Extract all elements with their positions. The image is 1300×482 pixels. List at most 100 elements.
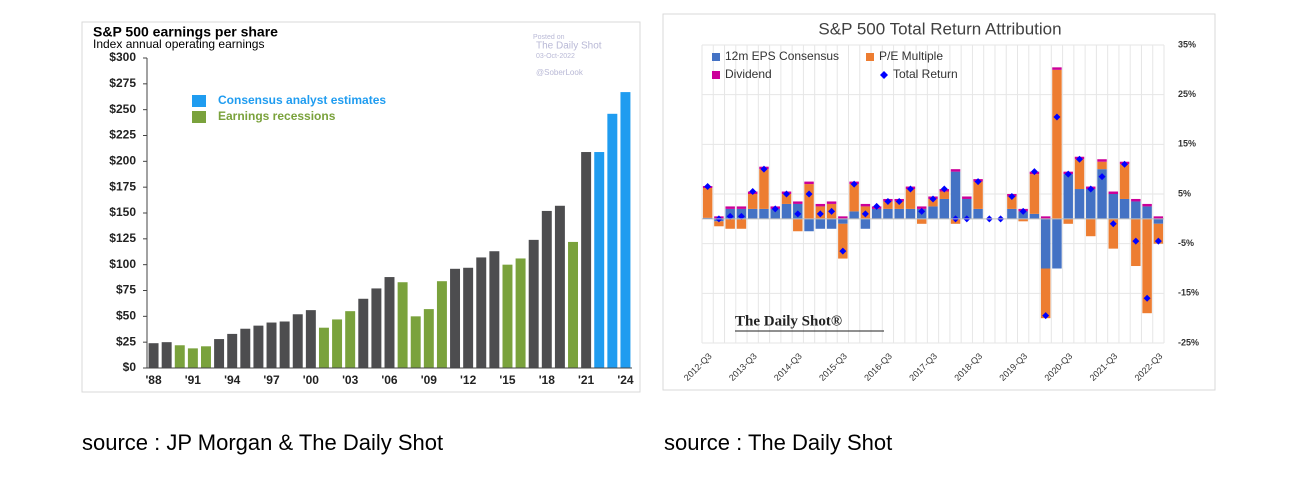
y-tick-label: 15% [1178,139,1196,149]
bar [384,277,395,368]
bar-segment [1097,159,1107,162]
bar-segment [838,216,848,219]
bar-segment [1153,216,1164,219]
y-tick-label: -25% [1178,337,1199,347]
bar [502,264,513,368]
bar [476,257,487,368]
bar-segment [1086,218,1096,237]
bar [423,309,434,368]
bar-segment [838,218,848,224]
chart-title: S&P 500 Total Return Attribution [818,19,1061,38]
bar-segment [1097,161,1107,170]
bar-segment [1074,159,1085,190]
bar-segment [1052,69,1062,219]
bar-segment [793,201,803,204]
bar-segment [838,223,848,259]
bar [371,288,382,368]
bar-segment [1153,218,1164,224]
y-tick-label: $50 [116,309,136,323]
bar [410,316,421,368]
bar-segment [826,218,837,229]
bar [292,314,303,368]
y-tick-label: $125 [109,231,136,245]
bar-segment [1142,206,1152,219]
bar-segment [1063,218,1073,224]
legend-swatch [192,95,206,107]
x-tick-label: '00 [303,373,320,387]
bar-segment [973,181,983,209]
legend-swatch [866,53,874,61]
total-return-marker [1042,312,1050,320]
bar-segment [928,206,938,219]
bar [161,342,172,368]
watermark: Posted on [533,34,565,41]
legend-swatch [880,71,888,79]
total-return-marker [1132,237,1140,245]
bar [227,333,238,368]
bar-segment [804,181,814,185]
bar-segment [826,201,837,204]
bar-segment [725,206,735,209]
bar [489,251,500,368]
bar-segment [1063,174,1073,219]
y-tick-label: 25% [1178,89,1196,99]
y-tick-label: 35% [1178,39,1196,49]
bar-segment [962,196,972,199]
bar-segment [1108,191,1119,194]
bar-segment [1086,189,1096,219]
x-tick-label: '03 [342,373,359,387]
bar [332,319,343,368]
bar-segment [905,189,916,209]
bar [463,267,474,368]
bar-segment [1131,198,1141,202]
bar-segment [1029,213,1040,219]
legend-label: Consensus analyst estimates [218,93,386,107]
total-return-marker [906,185,914,193]
bar-segment [849,184,859,212]
bar [305,310,316,368]
total-return-marker [1053,113,1061,121]
y-tick-label: $100 [109,257,136,271]
total-return-marker [895,197,903,205]
legend-label: P/E Multiple [879,49,943,63]
bar-segment [1074,189,1085,219]
bar [397,282,408,368]
total-return-marker [726,212,734,220]
bar [568,241,578,368]
bar-segment [1142,218,1152,314]
total-return-marker [1143,294,1151,302]
bar-segment [1018,211,1028,219]
total-return-marker [783,190,791,198]
total-return-marker [974,178,982,186]
bar-segment [781,194,792,204]
legend-swatch [712,53,720,61]
total-return-marker [760,165,768,173]
bar-segment [747,208,758,219]
bar-segment [1029,174,1040,214]
legend-swatch [712,71,720,79]
bar-segment [1119,164,1130,199]
total-return-marker [884,197,892,205]
x-tick-label: '18 [539,373,556,387]
bar [436,281,447,368]
bar-segment [815,203,826,207]
bar-segment [1007,196,1017,209]
bar-segment [894,201,904,209]
y-tick-label: $75 [116,283,136,297]
total-return-marker [1019,207,1027,215]
source-caption: source : The Daily Shot [664,430,892,455]
bar-segment [860,218,871,229]
bar-segment [1052,218,1062,269]
bar-segment [939,191,950,199]
bar-segment [759,208,769,219]
y-tick-label: $25 [116,334,136,348]
bar-segment [736,218,747,229]
bar-segment [950,169,961,172]
x-tick-label: '94 [224,373,241,387]
y-tick-label: $150 [109,205,136,219]
bar [174,345,185,368]
total-return-marker [1109,220,1117,228]
bar [607,113,618,368]
bar-segment [962,198,972,219]
